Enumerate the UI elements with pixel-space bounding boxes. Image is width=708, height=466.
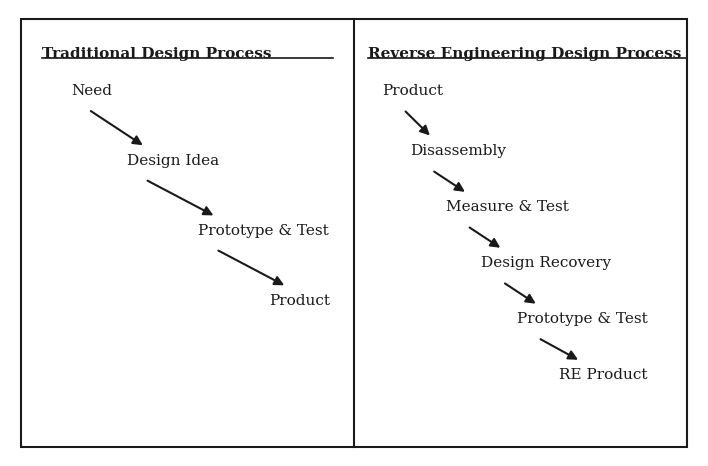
Text: Prototype & Test: Prototype & Test xyxy=(198,224,329,238)
Text: Design Recovery: Design Recovery xyxy=(481,256,612,270)
Text: Traditional Design Process: Traditional Design Process xyxy=(42,47,272,61)
Text: RE Product: RE Product xyxy=(559,368,648,382)
Text: Disassembly: Disassembly xyxy=(411,144,507,158)
Text: Reverse Engineering Design Process: Reverse Engineering Design Process xyxy=(368,47,682,61)
Text: Product: Product xyxy=(382,84,443,98)
Text: Prototype & Test: Prototype & Test xyxy=(517,312,648,326)
Text: Design Idea: Design Idea xyxy=(127,154,219,168)
Text: Product: Product xyxy=(269,294,330,308)
Text: Need: Need xyxy=(71,84,112,98)
Text: Measure & Test: Measure & Test xyxy=(446,200,569,214)
